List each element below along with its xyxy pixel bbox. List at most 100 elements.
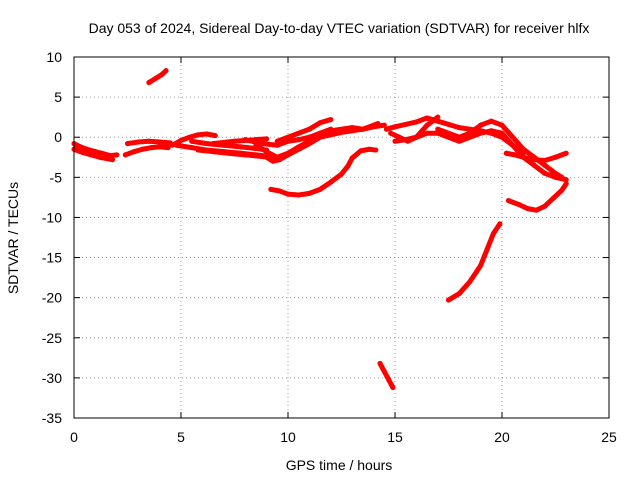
y-tick-label: -5	[50, 169, 63, 185]
data-point	[375, 121, 381, 127]
data-point	[306, 141, 312, 147]
data-point	[373, 147, 379, 153]
data-point	[178, 137, 184, 143]
data-point	[328, 179, 334, 185]
series-trace	[146, 68, 169, 86]
data-point	[296, 137, 302, 143]
y-tick-label: -20	[42, 290, 62, 306]
data-point	[131, 149, 137, 155]
data-point	[146, 80, 152, 86]
data-point	[232, 138, 237, 144]
data-point	[497, 221, 503, 227]
data-point	[531, 162, 537, 168]
data-point	[478, 263, 484, 269]
data-point	[165, 145, 171, 151]
series-arc-22	[503, 150, 569, 163]
data-point	[285, 152, 291, 158]
data-point	[499, 130, 505, 136]
data-point	[152, 76, 158, 82]
data-point	[467, 279, 473, 285]
data-point	[386, 376, 392, 382]
axis-ticks: 0 5 10 15 20 25 10 5 0 -5 -10 -15 -20 -25 -30 -35	[42, 49, 617, 445]
data-point	[435, 126, 441, 132]
data-point	[204, 141, 210, 147]
data-point	[328, 117, 334, 123]
data-point	[446, 130, 451, 136]
data-point	[403, 137, 409, 143]
data-point	[542, 162, 548, 168]
data-point	[317, 120, 323, 126]
data-point	[478, 122, 484, 128]
y-tick-label: -25	[42, 330, 62, 346]
y-tick-label: -15	[42, 250, 62, 266]
data-point	[424, 122, 430, 128]
data-point	[110, 157, 116, 163]
series-trace	[435, 118, 565, 180]
data-point	[520, 154, 526, 160]
data-point	[122, 152, 128, 158]
data-point	[542, 170, 548, 176]
series-arc-3	[122, 144, 171, 158]
data-point	[242, 137, 248, 143]
data-point	[456, 138, 462, 144]
data-point	[264, 154, 270, 160]
data-point	[446, 121, 451, 127]
data-point	[456, 134, 462, 140]
data-point	[456, 125, 462, 131]
data-point	[388, 130, 394, 136]
data-point	[503, 150, 509, 156]
data-point	[146, 138, 152, 144]
data-point	[413, 134, 419, 140]
grid-lines	[74, 57, 609, 418]
data-point	[563, 150, 569, 156]
data-point	[296, 192, 302, 198]
x-tick-label: 25	[601, 429, 617, 445]
data-point	[210, 141, 216, 147]
data-point	[264, 149, 270, 155]
chart-title: Day 053 of 2024, Sidereal Day-to-day VTE…	[89, 20, 590, 36]
x-tick-label: 0	[70, 429, 78, 445]
series-arc-9	[195, 147, 276, 161]
data-point	[268, 186, 274, 192]
data-point	[163, 68, 169, 74]
data-point	[296, 130, 302, 136]
y-tick-label: 0	[54, 129, 62, 145]
series-arc-16	[268, 146, 379, 198]
y-tick-label: 5	[54, 89, 62, 105]
series-arc-2	[71, 146, 116, 163]
data-point	[559, 174, 565, 180]
data-point	[488, 118, 494, 124]
data-point	[510, 134, 516, 140]
data-point	[84, 146, 90, 152]
data-point	[174, 142, 180, 148]
data-point	[390, 385, 396, 391]
data-point	[270, 158, 276, 164]
x-tick-label: 5	[177, 429, 185, 445]
data-point	[80, 149, 86, 155]
data-point	[424, 115, 430, 121]
data-point	[446, 297, 451, 303]
data-point	[306, 190, 312, 196]
data-point	[276, 157, 282, 163]
data-point	[542, 203, 548, 209]
data-point	[259, 141, 265, 147]
data-point	[345, 163, 351, 169]
data-point	[92, 149, 98, 155]
data-point	[276, 188, 282, 194]
data-point	[125, 141, 130, 147]
series-arc-14	[274, 117, 334, 144]
data-point	[381, 368, 387, 374]
data-point	[490, 230, 496, 236]
data-point	[339, 126, 344, 132]
data-point	[212, 133, 218, 139]
y-tick-label: -30	[42, 370, 62, 386]
data-point	[238, 144, 244, 150]
data-point	[169, 142, 175, 148]
series-arc-13	[264, 130, 334, 164]
series-arc-24	[505, 181, 569, 213]
data-point	[520, 146, 526, 152]
data-point	[306, 126, 312, 132]
data-point	[381, 122, 387, 128]
data-point	[274, 142, 280, 148]
